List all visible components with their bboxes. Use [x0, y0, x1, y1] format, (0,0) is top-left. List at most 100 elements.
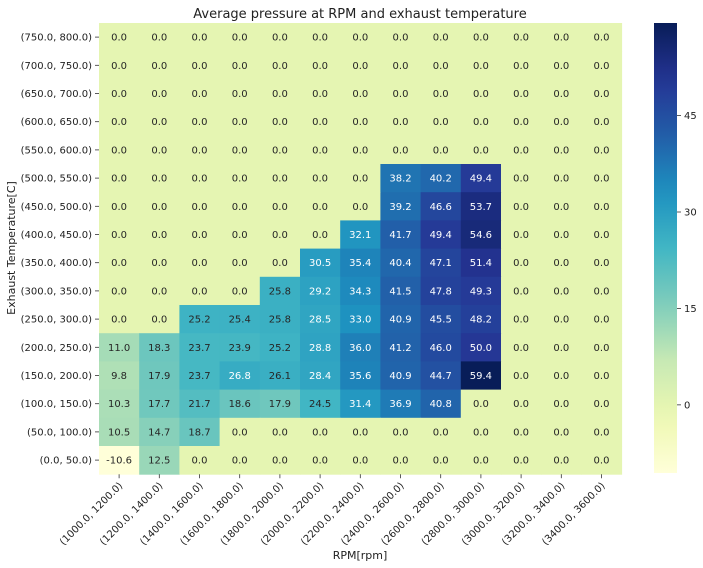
cell-value-label: 0.0: [594, 399, 610, 410]
heatmap-cell: [179, 446, 221, 475]
heatmap-cell: [541, 164, 582, 193]
heatmap-cell: [581, 389, 623, 419]
cell-value-label: 0.0: [232, 456, 248, 467]
heatmap-cell: [460, 23, 502, 52]
heatmap-cell: [380, 23, 422, 52]
heatmap-cell: [340, 446, 381, 475]
y-tick-label: (150.0, 200.0): [21, 371, 93, 382]
heatmap-cell: [501, 220, 542, 250]
cell-value-label: 0.0: [352, 456, 368, 467]
heatmap-cell: [340, 248, 381, 278]
cell-value-label: 0.0: [111, 174, 127, 185]
heatmap-cell: [219, 248, 261, 278]
heatmap-cell: [340, 51, 381, 80]
heatmap-cell: [541, 276, 582, 306]
y-tick-label: (500.0, 550.0): [21, 174, 93, 185]
heatmap-cell: [541, 248, 582, 278]
heatmap-cell: [219, 135, 261, 165]
cell-value-label: 0.0: [594, 174, 610, 185]
heatmap-cell: [300, 107, 341, 137]
cell-value-label: 25.2: [188, 315, 210, 326]
cell-value-label: 0.0: [594, 89, 610, 100]
cell-value-label: 0.0: [272, 174, 288, 185]
cell-value-label: 0.0: [433, 117, 449, 128]
cell-value-label: 0.0: [232, 61, 248, 72]
heatmap-cell: [340, 107, 381, 137]
cell-value-label: 0.0: [553, 202, 569, 213]
cell-value-label: 0.0: [513, 456, 529, 467]
cell-value-label: 0.0: [272, 61, 288, 72]
cell-value-label: 0.0: [352, 61, 368, 72]
cell-value-label: 0.0: [513, 61, 529, 72]
cell-value-label: 0.0: [151, 202, 167, 213]
heatmap-cell: [259, 305, 301, 334]
cell-value-label: 0.0: [272, 145, 288, 156]
heatmap-cell: [581, 361, 623, 391]
heatmap-cell: [219, 164, 261, 193]
heatmap-cell: [179, 248, 221, 278]
y-tick-label: (300.0, 350.0): [21, 286, 93, 297]
cell-value-label: 0.0: [312, 61, 328, 72]
heatmap-cell: [541, 446, 582, 475]
heatmap-cell: [501, 107, 542, 137]
heatmap-cell: [139, 220, 180, 250]
cell-value-label: 0.0: [352, 33, 368, 44]
heatmap-cell: [139, 446, 180, 475]
cell-value-label: 21.7: [188, 399, 210, 410]
cell-value-label: 0.0: [553, 286, 569, 297]
heatmap-cell: [541, 333, 582, 362]
heatmap-cell: [99, 305, 140, 334]
cell-value-label: 0.0: [111, 145, 127, 156]
heatmap-cell: [139, 79, 180, 109]
heatmap-cell: [541, 135, 582, 165]
cell-value-label: 40.9: [389, 315, 411, 326]
cell-value-label: 0.0: [232, 258, 248, 269]
cell-value-label: 0.0: [393, 61, 409, 72]
heatmap-cell: [259, 135, 301, 165]
cell-value-label: 24.5: [309, 399, 331, 410]
cell-value-label: 0.0: [111, 202, 127, 213]
cell-value-label: 0.0: [272, 117, 288, 128]
colorbar-tick-label: 30: [684, 208, 697, 219]
cell-value-label: 0.0: [232, 174, 248, 185]
cell-value-label: 49.3: [470, 286, 492, 297]
y-axis-label: Exhaust Temperature[C]: [5, 181, 18, 315]
cell-value-label: 40.2: [430, 174, 452, 185]
cell-value-label: -10.6: [106, 456, 132, 467]
cell-value-label: 0.0: [151, 89, 167, 100]
heatmap-cell: [259, 417, 301, 447]
cell-value-label: 0.0: [272, 89, 288, 100]
cell-value-label: 0.0: [151, 117, 167, 128]
cell-value-label: 0.0: [352, 174, 368, 185]
heatmap-cell: [460, 107, 502, 137]
cell-value-label: 40.8: [430, 399, 452, 410]
heatmap-cell: [541, 79, 582, 109]
cell-value-label: 0.0: [272, 202, 288, 213]
cell-value-label: 0.0: [594, 230, 610, 241]
cell-value-label: 0.0: [473, 456, 489, 467]
heatmap-cell: [380, 135, 422, 165]
cell-value-label: 0.0: [513, 343, 529, 354]
cell-value-label: 47.8: [430, 286, 452, 297]
cell-value-label: 0.0: [192, 202, 208, 213]
cell-value-label: 18.7: [188, 427, 210, 438]
cell-value-label: 49.4: [430, 230, 452, 241]
cell-value-label: 0.0: [553, 33, 569, 44]
heatmap-cell: [139, 305, 180, 334]
heatmap-cell: [179, 305, 221, 334]
heatmap-cell: [460, 276, 502, 306]
cell-value-label: 0.0: [553, 117, 569, 128]
cell-value-label: 0.0: [393, 33, 409, 44]
cell-value-label: 0.0: [594, 33, 610, 44]
heatmap-cell: [501, 276, 542, 306]
y-tick-label: (200.0, 250.0): [21, 343, 93, 354]
heatmap-cell: [179, 276, 221, 306]
cell-value-label: 0.0: [513, 202, 529, 213]
heatmap-cell: [300, 333, 341, 362]
cell-value-label: 0.0: [513, 230, 529, 241]
cell-value-label: 11.0: [108, 343, 130, 354]
cell-value-label: 0.0: [433, 427, 449, 438]
heatmap-cell: [179, 361, 221, 391]
heatmap-cell: [420, 23, 462, 52]
heatmap-cell: [501, 417, 542, 447]
